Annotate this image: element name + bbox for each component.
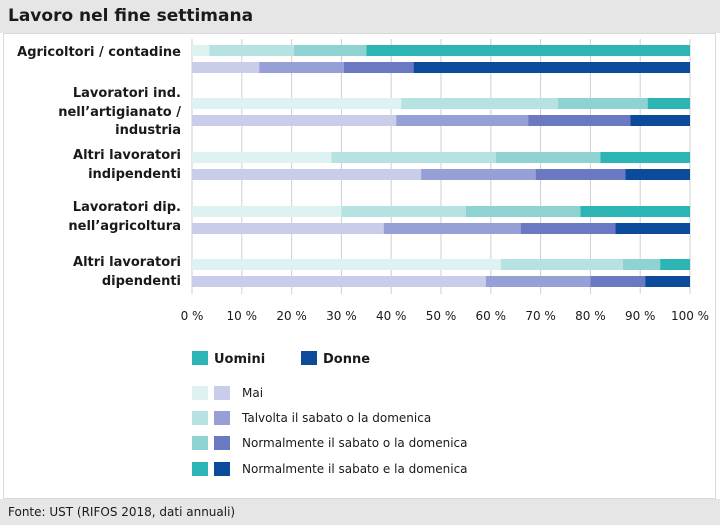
bar-uomini-usually-either <box>495 152 601 163</box>
source-note: Fonte: UST (RIFOS 2018, dati annuali) <box>8 505 236 519</box>
category-label: Altri lavoratori <box>73 148 181 163</box>
bar-donne-usually-either <box>535 169 626 180</box>
bar-uomini-sometimes <box>341 206 466 217</box>
bar-uomini-usually-both <box>647 98 690 109</box>
bar-uomini-never <box>192 45 210 56</box>
legend-swatch-uomini <box>192 351 208 365</box>
bar-donne-usually-both <box>413 62 690 73</box>
legend-group-label: Donne <box>323 352 370 367</box>
bar-uomini-sometimes <box>401 98 559 109</box>
category-label: nell’agricoltura <box>68 219 181 234</box>
title-bar: Lavoro nel fine settimana <box>0 0 720 33</box>
x-tick-label: 70 % <box>525 309 556 323</box>
x-tick-label: 20 % <box>276 309 307 323</box>
bar-donne-usually-either <box>528 115 631 126</box>
category-label: Lavoratori ind. <box>73 86 181 101</box>
legend-swatch-donne <box>214 462 230 476</box>
category-label: Altri lavoratori <box>73 255 181 270</box>
legend-entry-label: Normalmente il sabato e la domenica <box>242 462 468 476</box>
x-tick-label: 80 % <box>575 309 606 323</box>
bar-donne-never <box>192 223 384 234</box>
bar-donne-sometimes <box>259 62 344 73</box>
bar-donne-usually-both <box>615 223 690 234</box>
bar-uomini-sometimes <box>209 45 295 56</box>
legend-entry-label: Mai <box>242 386 263 400</box>
chart-area: 0 % 10 % 20 % 30 % 40 % 50 % 60 % 70 % 80 % 90 % 1… <box>3 33 716 499</box>
stacked-bar-chart: 0 % 10 % 20 % 30 % 40 % 50 % 60 % 70 % 80 % 90 % 1… <box>17 39 709 476</box>
bar-donne-never <box>192 115 397 126</box>
legend-swatch-donne <box>301 351 317 365</box>
legend-swatch-uomini <box>192 462 208 476</box>
legend-swatch-uomini <box>192 386 208 400</box>
category-label: Lavoratori dip. <box>73 200 181 215</box>
category-label: dipendenti <box>102 274 181 289</box>
legend-group-label: Uomini <box>214 352 265 367</box>
bar-uomini-usually-either <box>622 259 661 270</box>
category-label: Agricoltori / contadine <box>17 45 181 60</box>
page-title: Lavoro nel fine settimana <box>8 6 254 26</box>
bar-donne-never <box>192 169 422 180</box>
bar-uomini-never <box>192 152 332 163</box>
bar-uomini-usually-both <box>366 45 690 56</box>
footer: Fonte: UST (RIFOS 2018, dati annuali) <box>0 499 720 525</box>
x-tick-label: 50 % <box>426 309 457 323</box>
bar-donne-never <box>192 62 260 73</box>
bar-uomini-never <box>192 259 501 270</box>
bar-donne-usually-both <box>625 169 690 180</box>
bar-uomini-usually-either <box>558 98 648 109</box>
bar-uomini-never <box>192 206 342 217</box>
bar-donne-sometimes <box>396 115 529 126</box>
x-tick-label: 100 % <box>671 309 709 323</box>
category-label: nell’artigianato / <box>58 105 181 120</box>
legend-swatch-donne <box>214 411 230 425</box>
bar-donne-usually-both <box>630 115 690 126</box>
x-tick-label: 90 % <box>625 309 656 323</box>
bar-donne-usually-either <box>343 62 414 73</box>
bar-donne-sometimes <box>485 276 591 287</box>
legend-entry-label: Normalmente il sabato o la domenica <box>242 436 468 450</box>
bar-uomini-sometimes <box>500 259 623 270</box>
legend-swatch-donne <box>214 436 230 450</box>
legend-swatch-uomini <box>192 411 208 425</box>
bar-uomini-sometimes <box>331 152 496 163</box>
bar-uomini-never <box>192 98 402 109</box>
legend-entry-label: Talvolta il sabato o la domenica <box>241 411 431 425</box>
bar-donne-never <box>192 276 486 287</box>
bar-donne-usually-either <box>590 276 646 287</box>
bar-uomini-usually-either <box>294 45 367 56</box>
legend-swatch-donne <box>214 386 230 400</box>
bar-uomini-usually-both <box>600 152 690 163</box>
bar-donne-usually-either <box>520 223 616 234</box>
bar-uomini-usually-both <box>580 206 690 217</box>
bar-uomini-usually-either <box>465 206 581 217</box>
bar-donne-sometimes <box>421 169 536 180</box>
category-label: indipendenti <box>88 167 181 182</box>
bar-uomini-usually-both <box>660 259 690 270</box>
x-tick-label: 30 % <box>326 309 357 323</box>
x-tick-label: 0 % <box>181 309 204 323</box>
x-tick-label: 10 % <box>227 309 258 323</box>
bar-donne-usually-both <box>645 276 690 287</box>
x-tick-label: 40 % <box>376 309 407 323</box>
x-tick-label: 60 % <box>476 309 507 323</box>
category-label: industria <box>115 123 181 138</box>
bar-donne-sometimes <box>383 223 521 234</box>
legend-swatch-uomini <box>192 436 208 450</box>
